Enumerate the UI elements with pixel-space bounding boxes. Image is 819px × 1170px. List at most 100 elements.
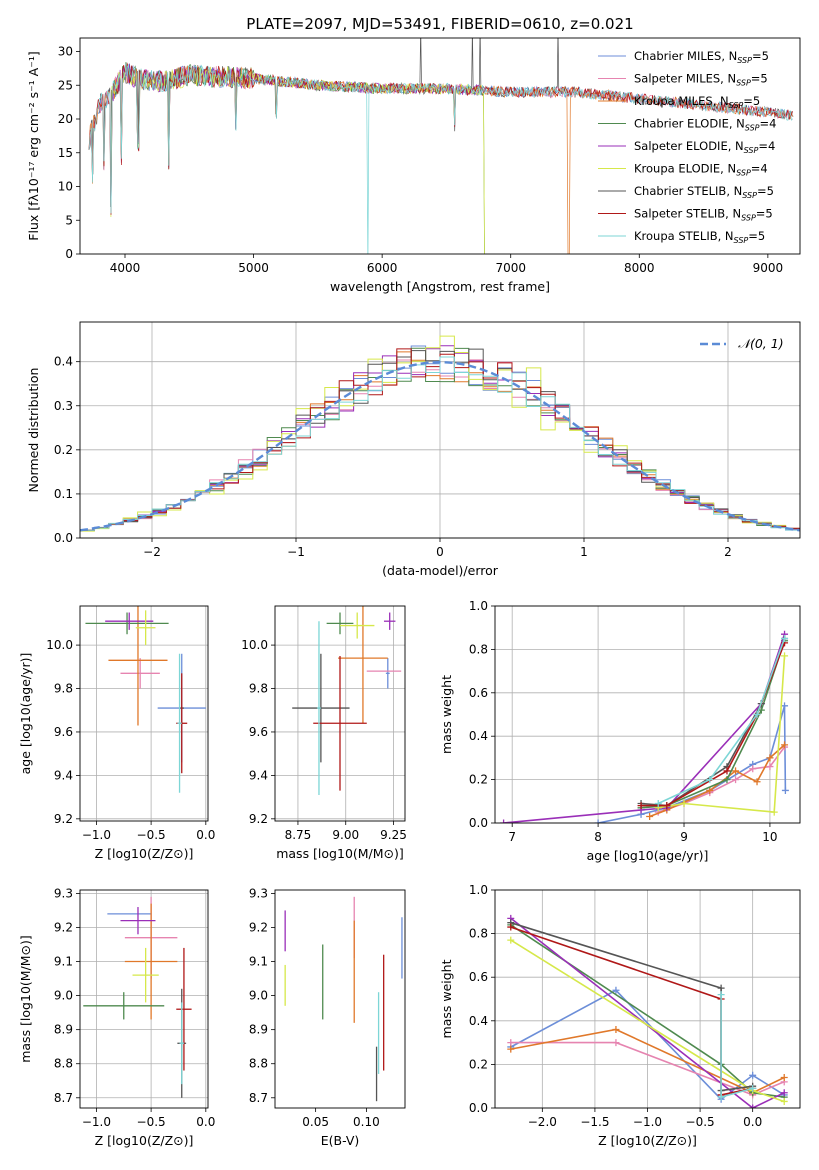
x-axis-label: Z [log10(Z/Z⊙)] [598, 1133, 697, 1148]
y-tick-label: 0.8 [469, 927, 488, 941]
mass-weight-marker [781, 786, 789, 794]
x-tick-label: 8 [594, 830, 602, 844]
y-tick-label: 9.1 [54, 955, 73, 969]
x-tick-label: −0.5 [137, 1115, 166, 1129]
mass-weight-marker [717, 1093, 725, 1101]
plot-area-age_vs_Z [85, 606, 206, 793]
y-tick-label: 30 [58, 45, 73, 59]
mass-weight-marker [749, 1104, 757, 1108]
x-axis-label: Z [log10(Z/Z⊙)] [95, 846, 194, 861]
y-tick-label: 1.0 [469, 599, 488, 613]
x-tick-label: 0.0 [196, 828, 215, 842]
axes-mass_weight_vs_Z: −2.0 −1.5 −1.0 −0.5 0.0 0.0 0.2 0.4 0.6 0.8 1.0 Z [… [439, 883, 801, 1148]
mass-weight-line [657, 638, 786, 805]
legend-label-main: Kroupa ELODIE, N [634, 162, 736, 176]
mass-weight-marker [732, 776, 740, 784]
y-tick-label: 9.2 [249, 920, 268, 934]
x-tick-label: −1.5 [580, 1115, 609, 1129]
mass-weight-line [510, 924, 785, 1098]
axes-frame [494, 605, 801, 824]
axes-frame [274, 889, 406, 1109]
y-tick-label: 0 [65, 247, 73, 261]
legend-label-main: Salpeter ELODIE, N [634, 139, 744, 153]
axes-age_vs_Z: −1.0 −0.5 0.0 9.2 9.4 9.6 9.8 10.0 Z [log10(Z/Z⊙… [18, 605, 215, 861]
axes-frame [79, 605, 209, 822]
y-tick-label: 9.2 [54, 920, 73, 934]
axes-age_vs_mass: 8.75 9.00 9.25 9.2 9.4 9.6 9.8 10.0 mass [log10(… [241, 605, 407, 861]
axes-residual_hist: −2 −1 0 1 2 0.0 0.1 0.2 0.3 0.4 (data-model)/error… [26, 321, 801, 578]
x-tick-label: 8.75 [285, 828, 312, 842]
axes-mass_vs_Z: −1.0 −0.5 0.0 8.7 8.8 8.9 9.0 9.1 9.2 9.3 Z [log10… [18, 886, 215, 1148]
mass-weight-marker [781, 635, 789, 643]
y-tick-label: 8.8 [249, 1057, 268, 1071]
mass-weight-marker [723, 776, 731, 784]
legend-label-tail: =5 [751, 72, 768, 86]
y-tick-label: 9.6 [54, 725, 73, 739]
mass-weight-marker [717, 991, 725, 999]
legend-label-tail: =5 [748, 229, 765, 243]
spectrum-line [110, 63, 485, 254]
mass-weight-line [720, 994, 753, 1099]
mass-weight-marker [723, 767, 731, 775]
mass-weight-marker [781, 741, 789, 749]
mass-weight-line [658, 655, 786, 813]
y-tick-label: 9.1 [249, 955, 268, 969]
x-tick-label: −2.0 [528, 1115, 557, 1129]
mass-weight-marker [766, 763, 774, 771]
y-tick-label: 9.8 [54, 682, 73, 696]
normal-reference-curve [80, 360, 800, 532]
mass-weight-line [510, 926, 753, 1096]
y-tick-label: 0.0 [54, 531, 73, 545]
legend-label: Salpeter MILES, NSSP=5 [634, 72, 768, 88]
legend-label-main: Kroupa STELIB, N [634, 229, 734, 243]
mass-weight-marker [612, 986, 620, 994]
mass-weight-marker [663, 802, 671, 810]
mass-weight-marker [680, 799, 688, 807]
mass-weight-marker [766, 754, 774, 762]
x-tick-label: 0.05 [302, 1115, 329, 1129]
legend-label-main: Chabrier MILES, N [634, 49, 737, 63]
x-tick-label: −2 [143, 545, 161, 559]
histogram-step [80, 356, 800, 531]
y-tick-label: 25 [58, 78, 73, 92]
x-tick-label: 6000 [367, 261, 398, 275]
axes-frame [494, 889, 801, 1109]
mass-weight-marker [507, 936, 515, 944]
mass-weight-line [503, 633, 786, 823]
y-tick-label: 0.6 [469, 970, 488, 984]
legend-label-sub: SSP [742, 191, 757, 200]
x-tick-label: 9.00 [332, 828, 359, 842]
mass-weight-line [510, 1041, 785, 1096]
mass-weight-marker [780, 1073, 788, 1081]
mass-weight-marker [507, 1039, 515, 1047]
y-tick-label: 9.4 [54, 768, 73, 782]
y-tick-label: 0.8 [469, 642, 488, 656]
axes-frame [79, 37, 801, 255]
y-tick-label: 9.4 [249, 768, 268, 782]
y-tick-label: 9.6 [249, 725, 268, 739]
legend-label-sub: SSP [745, 124, 760, 133]
legend-label-main: Kroupa MILES, N [634, 94, 729, 108]
y-tick-label: 0.4 [54, 355, 73, 369]
mass-weight-marker [612, 1026, 620, 1034]
legend-label-tail: =5 [743, 94, 760, 108]
mass-weight-line [641, 642, 786, 807]
legend-label-tail: =5 [752, 49, 769, 63]
x-axis-label: Z [log10(Z/Z⊙)] [95, 1133, 194, 1148]
x-tick-label: 0.10 [353, 1115, 380, 1129]
y-tick-label: 20 [58, 112, 73, 126]
axes-frame [274, 605, 406, 822]
y-axis-label: mass weight [439, 675, 454, 754]
x-tick-label: 4000 [110, 261, 141, 275]
x-tick-label: 1 [580, 545, 588, 559]
mass-weight-marker [500, 819, 508, 823]
x-tick-label: −1.0 [633, 1115, 662, 1129]
plot-area-mass_weight_vs_age [500, 630, 789, 823]
mass-weight-marker [507, 923, 515, 931]
y-tick-label: 10.0 [46, 638, 73, 652]
y-tick-label: 0.0 [469, 816, 488, 830]
x-tick-label: 2 [724, 545, 732, 559]
y-tick-label: 8.7 [249, 1091, 268, 1105]
y-tick-label: 0.4 [469, 729, 488, 743]
